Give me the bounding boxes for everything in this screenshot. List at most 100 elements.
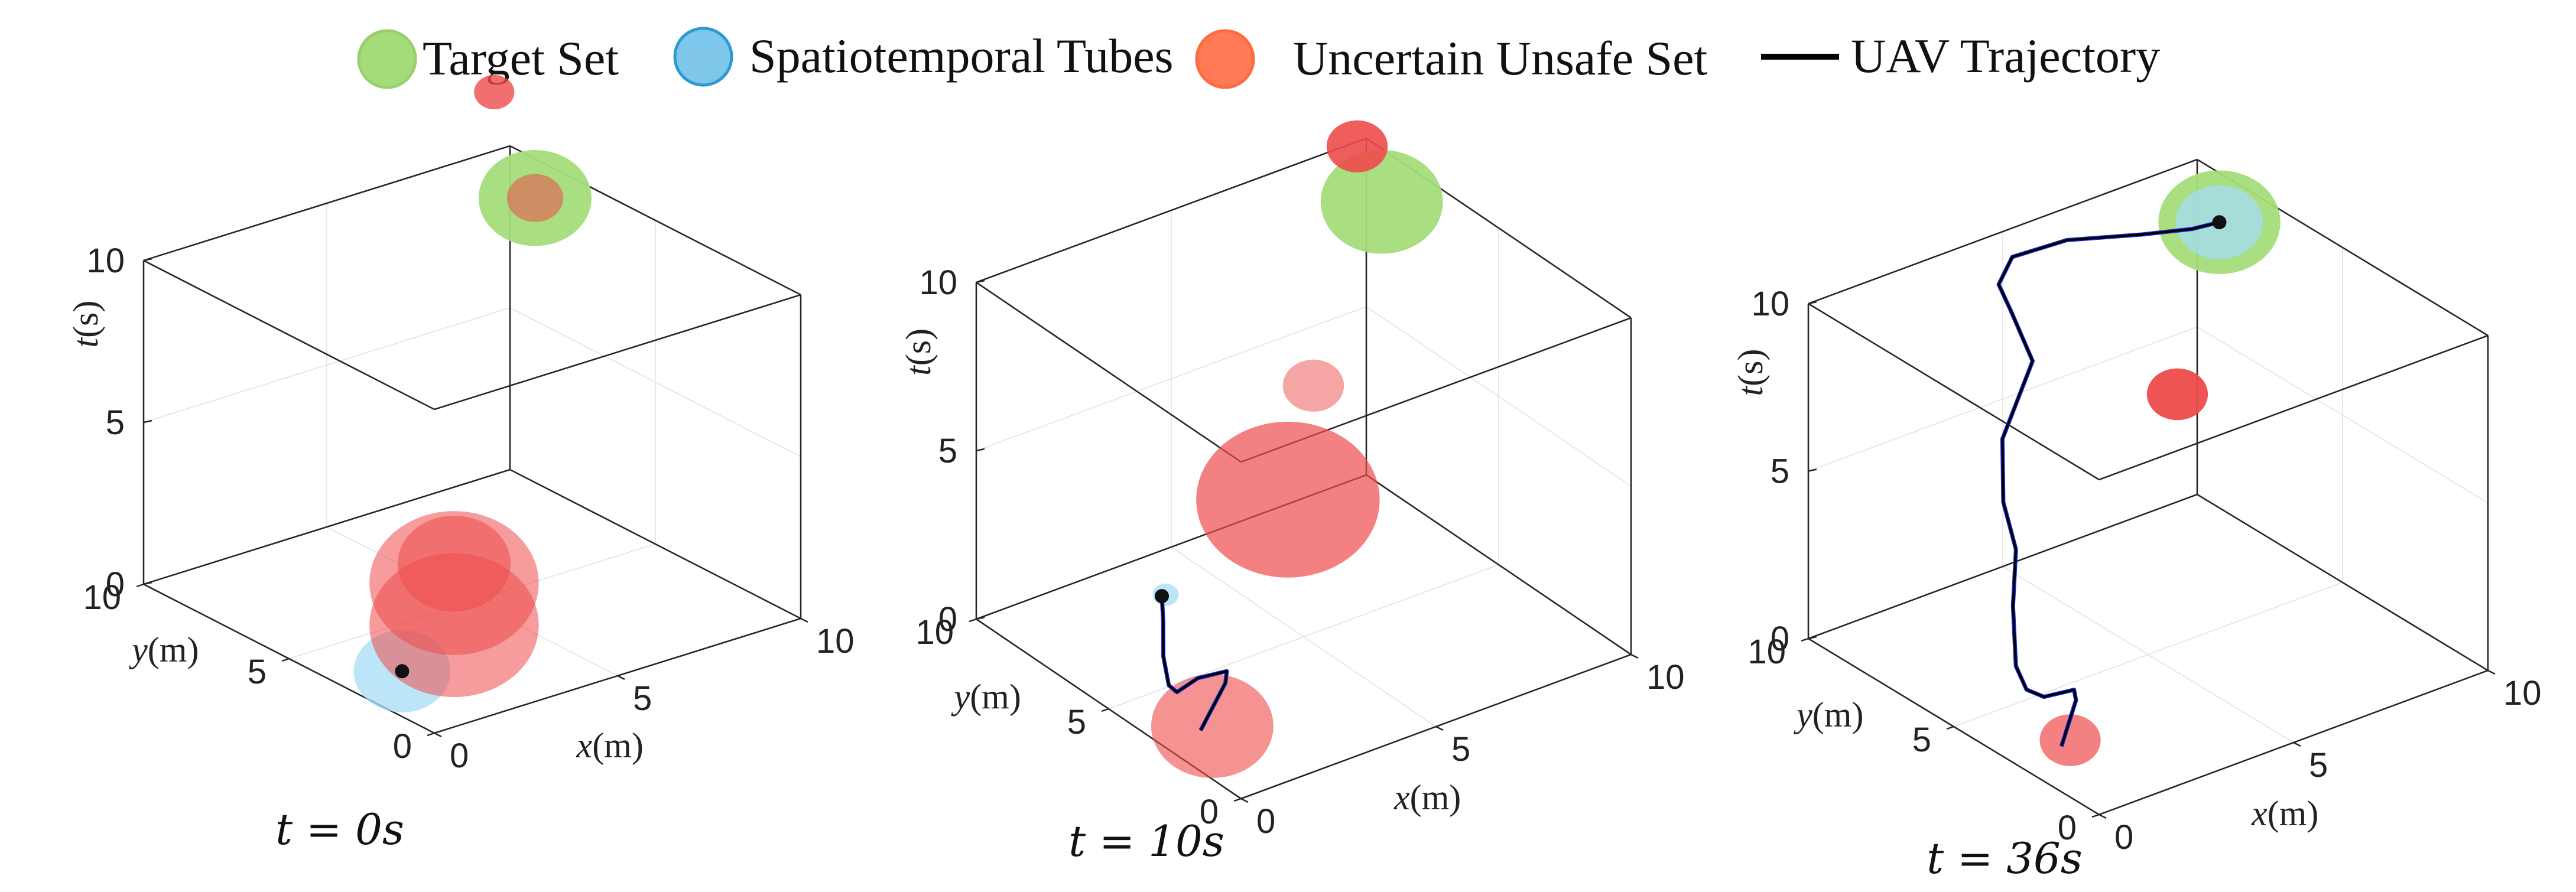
uav-position (1155, 589, 1170, 604)
x-tick-label: 0 (2114, 818, 2133, 857)
box-edge (1366, 474, 1632, 656)
t-tick-label: 5 (1771, 452, 1789, 491)
unsafe-set (2039, 714, 2101, 766)
uav-trajectory (1997, 221, 2220, 747)
y-tick-label: 10 (915, 613, 954, 652)
box-edge (143, 259, 435, 411)
legend-label-tubes: Spatiotemporal Tubes (749, 29, 1174, 83)
x-tick (2099, 813, 2107, 819)
x-axis-label: x(m) (2251, 794, 2318, 833)
unsafe-set (2146, 368, 2208, 421)
y-tick (2091, 813, 2100, 818)
box-edge (2099, 334, 2489, 481)
y-tick-label: 5 (1912, 721, 1931, 759)
grid-lines (1808, 232, 2489, 743)
tube-swatch (673, 27, 733, 87)
y-tick-label: 0 (1200, 793, 1219, 831)
x-tick-label: 0 (1256, 802, 1275, 841)
t-tick (143, 581, 152, 585)
box-edge (143, 145, 511, 262)
y-tick-label: 10 (1747, 633, 1786, 671)
x-axis-label: x(m) (576, 726, 644, 765)
y-tick-label: 0 (2058, 809, 2077, 847)
unsafe-set (1282, 359, 1344, 412)
x-tick (2487, 669, 2496, 675)
box-edge (1808, 158, 2198, 305)
x-tick-label: 5 (2309, 746, 2328, 784)
unsafe-set (1196, 421, 1380, 578)
y-tick-label: 5 (1067, 703, 1086, 741)
x-tick-label: 0 (450, 737, 469, 775)
panel-caption: t = 10s (1068, 816, 1224, 866)
box-edge (2197, 493, 2489, 672)
y-tick-label: 0 (393, 727, 412, 766)
x-tick-label: 10 (816, 622, 855, 660)
unsafe-set-swatch (1195, 29, 1255, 89)
panel-caption: t = 0s (275, 805, 404, 854)
t-tick-label: 5 (938, 432, 957, 470)
y-tick (281, 657, 290, 662)
legend-label-target-set: Target Set (423, 31, 619, 85)
y-tick (427, 732, 435, 737)
legend-item-uav-trajectory: UAV Trajectory (1761, 29, 2160, 83)
y-axis-label: y(m) (128, 630, 199, 669)
uav-position (395, 664, 410, 679)
x-tick-label: 5 (633, 679, 652, 718)
t-axis-label: t(s) (1731, 349, 1770, 396)
unsafe-set (1326, 120, 1388, 172)
floor-grid-line (1108, 564, 1499, 709)
x-tick-label: 5 (1451, 730, 1470, 769)
y-tick (1233, 797, 1242, 802)
target-set (1320, 149, 1443, 254)
t-tick-label: 10 (86, 242, 125, 280)
t-tick-label: 0 (938, 600, 957, 639)
t-axis-label: t(s) (899, 328, 938, 376)
box-edge (976, 281, 1242, 463)
x-tick-label: 10 (2503, 674, 2542, 712)
uav-position (2212, 215, 2227, 230)
t-tick-label: 0 (1771, 620, 1789, 658)
t-tick (1808, 468, 1817, 472)
legend-item-spatiotemporal-tubes: Spatiotemporal Tubes (673, 27, 1174, 87)
t-tick (976, 616, 985, 620)
target-set-swatch (357, 29, 417, 89)
box-edge (976, 137, 1367, 284)
legend-item-target-set: Target Set (357, 29, 619, 89)
legend-label-trajectory: UAV Trajectory (1851, 29, 2160, 83)
x-tick (1240, 797, 1249, 803)
t-axis-label: t(s) (66, 301, 105, 348)
y-tick (1101, 708, 1109, 712)
y-axis-label: y(m) (951, 678, 1021, 717)
t-tick (1808, 301, 1817, 305)
y-axis-label: y(m) (1793, 695, 1863, 734)
t-tick (143, 419, 152, 424)
x-tick (1435, 725, 1444, 731)
y-tick (1946, 725, 1954, 730)
t-tick (976, 279, 985, 284)
x-tick (2293, 741, 2301, 747)
x-tick (1630, 653, 1639, 659)
uav-trajectory (1161, 595, 1228, 731)
unsafe-set (506, 174, 564, 222)
y-tick (1801, 637, 1809, 642)
floor-grid-line (1953, 582, 2343, 727)
t-tick-label: 0 (106, 565, 125, 604)
t-tick-label: 10 (919, 263, 957, 302)
box-edge (1808, 493, 2198, 640)
axes-box (1807, 158, 2489, 816)
x-tick (617, 675, 625, 681)
y-tick-label: 5 (248, 653, 267, 691)
y-tick (969, 618, 977, 623)
t-tick (976, 448, 985, 452)
t-tick (143, 258, 152, 262)
y-tick-label: 10 (83, 578, 121, 617)
x-tick (434, 732, 442, 738)
box-edge (509, 468, 801, 620)
panel-caption: t = 36s (1927, 834, 2083, 883)
